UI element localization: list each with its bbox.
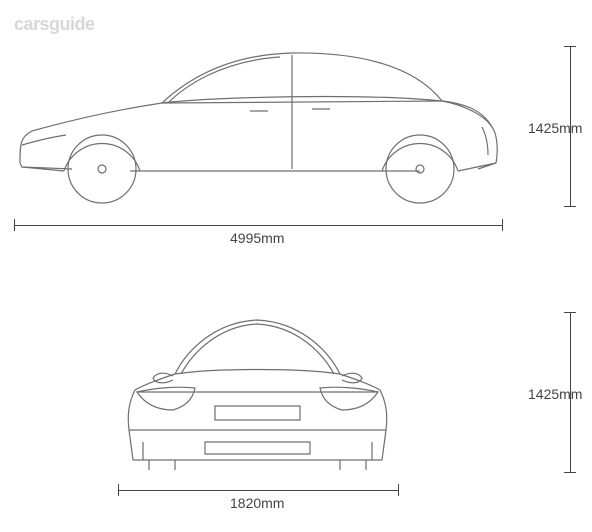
side-length-tick-right <box>502 219 503 231</box>
side-length-tick-left <box>14 219 15 231</box>
watermark: carsguide <box>14 14 95 35</box>
front-width-label: 1820mm <box>230 495 284 511</box>
front-width-tick-left <box>118 484 119 496</box>
car-front-outline <box>115 310 400 470</box>
side-height-tick-top <box>564 46 576 47</box>
front-height-tick-bottom <box>564 472 576 473</box>
front-width-dim-line <box>118 490 398 491</box>
side-height-label: 1425mm <box>528 120 582 136</box>
side-height-tick-bottom <box>564 206 576 207</box>
front-width-tick-right <box>398 484 399 496</box>
side-length-dim-line <box>14 225 502 226</box>
front-height-tick-top <box>564 312 576 313</box>
front-height-label: 1425mm <box>528 386 582 402</box>
side-length-label: 4995mm <box>230 230 284 246</box>
car-side-outline <box>12 45 502 205</box>
